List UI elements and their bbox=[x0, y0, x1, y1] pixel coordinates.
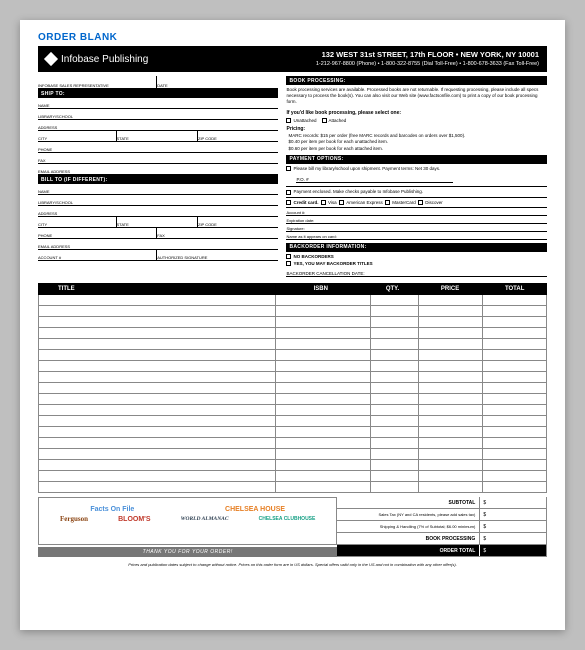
checkbox-unattached[interactable] bbox=[286, 118, 291, 123]
totals-area: Facts On File CHELSEA HOUSE Ferguson BLO… bbox=[38, 497, 547, 557]
rep-date-row[interactable]: INFOBASE SALES REPRESENTATIVE DATE bbox=[38, 76, 278, 89]
brand-chelsea: CHELSEA HOUSE bbox=[225, 506, 285, 513]
table-row[interactable] bbox=[38, 482, 547, 493]
right-column: BOOK PROCESSING: Book processing service… bbox=[286, 76, 547, 277]
pay-bill-row[interactable]: Please bill my library/school upon shipm… bbox=[286, 166, 547, 171]
checkbox-cc[interactable] bbox=[286, 200, 291, 205]
proc-row: BOOK PROCESSING $ bbox=[337, 533, 547, 545]
library-field[interactable]: LIBRARY/SCHOOL bbox=[38, 109, 278, 120]
pricing-list: MARC records: $15 per order (free MARC r… bbox=[286, 133, 547, 152]
doc-title: ORDER BLANK bbox=[38, 32, 547, 43]
footer-note: Prices and publication dates subject to … bbox=[38, 562, 547, 567]
table-row[interactable] bbox=[38, 350, 547, 361]
table-row[interactable] bbox=[38, 372, 547, 383]
proc-options[interactable]: Unattached Attached bbox=[286, 118, 547, 123]
table-row[interactable] bbox=[38, 438, 547, 449]
table-row[interactable] bbox=[38, 306, 547, 317]
po-field[interactable]: P.O. # bbox=[296, 173, 452, 183]
checkbox-attached[interactable] bbox=[322, 118, 327, 123]
brand-almanac: WORLD ALMANAC bbox=[181, 516, 229, 522]
book-proc-head: BOOK PROCESSING: bbox=[286, 76, 547, 85]
address-field[interactable]: ADDRESS bbox=[38, 120, 278, 131]
select-head: If you'd like book processing, please se… bbox=[286, 110, 547, 116]
date-label: DATE bbox=[157, 83, 167, 88]
cancel-date-field[interactable]: Backorder cancellation date: bbox=[286, 268, 547, 277]
bill-to-head: BILL TO (if different): bbox=[38, 175, 278, 184]
table-row[interactable] bbox=[38, 394, 547, 405]
city-state-zip[interactable]: CITY STATE ZIP CODE bbox=[38, 131, 278, 142]
order-form-page: ORDER BLANK Infobase Publishing 132 WEST… bbox=[20, 20, 565, 630]
col-price: PRICE bbox=[418, 283, 483, 295]
bill-name-field[interactable]: NAME bbox=[38, 184, 278, 195]
payment-head: PAYMENT OPTIONS: bbox=[286, 155, 547, 164]
brand-fof: Facts On File bbox=[90, 506, 134, 513]
checkbox-no-back[interactable] bbox=[286, 254, 291, 259]
header-bar: Infobase Publishing 132 WEST 31st STREET… bbox=[38, 46, 547, 72]
bill-email-field[interactable]: EMAIL ADDRESS bbox=[38, 239, 278, 250]
checkbox-mc[interactable] bbox=[385, 200, 390, 205]
order-total-row: ORDER TOTAL $ bbox=[337, 545, 547, 557]
logo-icon bbox=[44, 52, 58, 66]
table-header: TITLE ISBN QTY. PRICE TOTAL bbox=[38, 283, 547, 295]
table-body bbox=[38, 295, 547, 493]
col-total: TOTAL bbox=[482, 283, 547, 295]
checkbox-enclosed[interactable] bbox=[286, 190, 291, 195]
brand-clubhouse: CHELSEA CLUBHOUSE bbox=[259, 516, 316, 522]
table-row[interactable] bbox=[38, 471, 547, 482]
checkbox-yes-back[interactable] bbox=[286, 261, 291, 266]
checkbox-disc[interactable] bbox=[418, 200, 423, 205]
bill-library-field[interactable]: LIBRARY/SCHOOL bbox=[38, 195, 278, 206]
col-qty: QTY. bbox=[367, 283, 417, 295]
cc-detail-lines[interactable]: Account #: Expiration date: Signature: N… bbox=[286, 207, 547, 240]
tax-row: Sales Tax (NY and CA residents, please a… bbox=[337, 509, 547, 521]
header-contact: 132 WEST 31st STREET, 17th FLOOR • NEW Y… bbox=[148, 50, 539, 68]
account-auth-row[interactable]: ACCOUNT # AUTHORIZED SIGNATURE bbox=[38, 250, 278, 261]
thank-you: THANK YOU FOR YOUR ORDER! bbox=[38, 547, 337, 557]
company-name: Infobase Publishing bbox=[61, 54, 148, 65]
table-row[interactable] bbox=[38, 460, 547, 471]
bill-city-state-zip[interactable]: CITY STATE ZIP CODE bbox=[38, 217, 278, 228]
brand-blooms: BLOOM'S bbox=[118, 516, 150, 523]
yes-backorder-row[interactable]: YES, YOU MAY BACKORDER TITLES bbox=[286, 261, 547, 266]
phone-field[interactable]: PHONE bbox=[38, 142, 278, 153]
bill-address-field[interactable]: ADDRESS bbox=[38, 206, 278, 217]
checkbox-visa[interactable] bbox=[321, 200, 326, 205]
table-row[interactable] bbox=[38, 427, 547, 438]
brand-ferguson: Ferguson bbox=[60, 515, 88, 523]
col-title: TITLE bbox=[38, 283, 274, 295]
subtotal-row: SUBTOTAL $ bbox=[337, 497, 547, 509]
ship-row: Shipping & Handling (7% of Subtotal; $6.… bbox=[337, 521, 547, 533]
brands-box: Facts On File CHELSEA HOUSE Ferguson BLO… bbox=[38, 497, 337, 545]
fax-field[interactable]: FAX bbox=[38, 153, 278, 164]
company-logo: Infobase Publishing bbox=[46, 54, 148, 65]
table-row[interactable] bbox=[38, 361, 547, 372]
totals-column: SUBTOTAL $ Sales Tax (NY and CA resident… bbox=[337, 497, 547, 557]
ship-to-head: SHIP TO: bbox=[38, 89, 278, 98]
table-row[interactable] bbox=[38, 317, 547, 328]
table-row[interactable] bbox=[38, 383, 547, 394]
pricing-head: Pricing: bbox=[286, 126, 547, 132]
checkbox-bill[interactable] bbox=[286, 166, 291, 171]
checkbox-amex[interactable] bbox=[339, 200, 344, 205]
table-row[interactable] bbox=[38, 328, 547, 339]
bill-phone-fax[interactable]: PHONE FAX bbox=[38, 228, 278, 239]
rep-label: INFOBASE SALES REPRESENTATIVE bbox=[38, 83, 109, 88]
backorder-head: BACKORDER INFORMATION: bbox=[286, 243, 547, 252]
name-field[interactable]: NAME bbox=[38, 98, 278, 109]
book-proc-text: Book processing services are available. … bbox=[286, 85, 547, 107]
table-row[interactable] bbox=[38, 295, 547, 306]
table-row[interactable] bbox=[38, 449, 547, 460]
no-backorder-row[interactable]: NO BACKORDERS bbox=[286, 254, 547, 259]
table-row[interactable] bbox=[38, 405, 547, 416]
email-field[interactable]: EMAIL ADDRESS bbox=[38, 164, 278, 175]
address: 132 WEST 31st STREET, 17th FLOOR • NEW Y… bbox=[148, 50, 539, 61]
pay-cc-row[interactable]: Credit card. Visa American Express Maste… bbox=[286, 197, 547, 205]
pay-enclosed-row[interactable]: Payment enclosed. Make checks payable to… bbox=[286, 186, 547, 194]
phones: 1-212-967-8800 (Phone) • 1-800-322-8755 … bbox=[148, 61, 539, 69]
table-row[interactable] bbox=[38, 339, 547, 350]
col-isbn: ISBN bbox=[274, 283, 367, 295]
table-row[interactable] bbox=[38, 416, 547, 427]
left-column: INFOBASE SALES REPRESENTATIVE DATE SHIP … bbox=[38, 76, 278, 277]
